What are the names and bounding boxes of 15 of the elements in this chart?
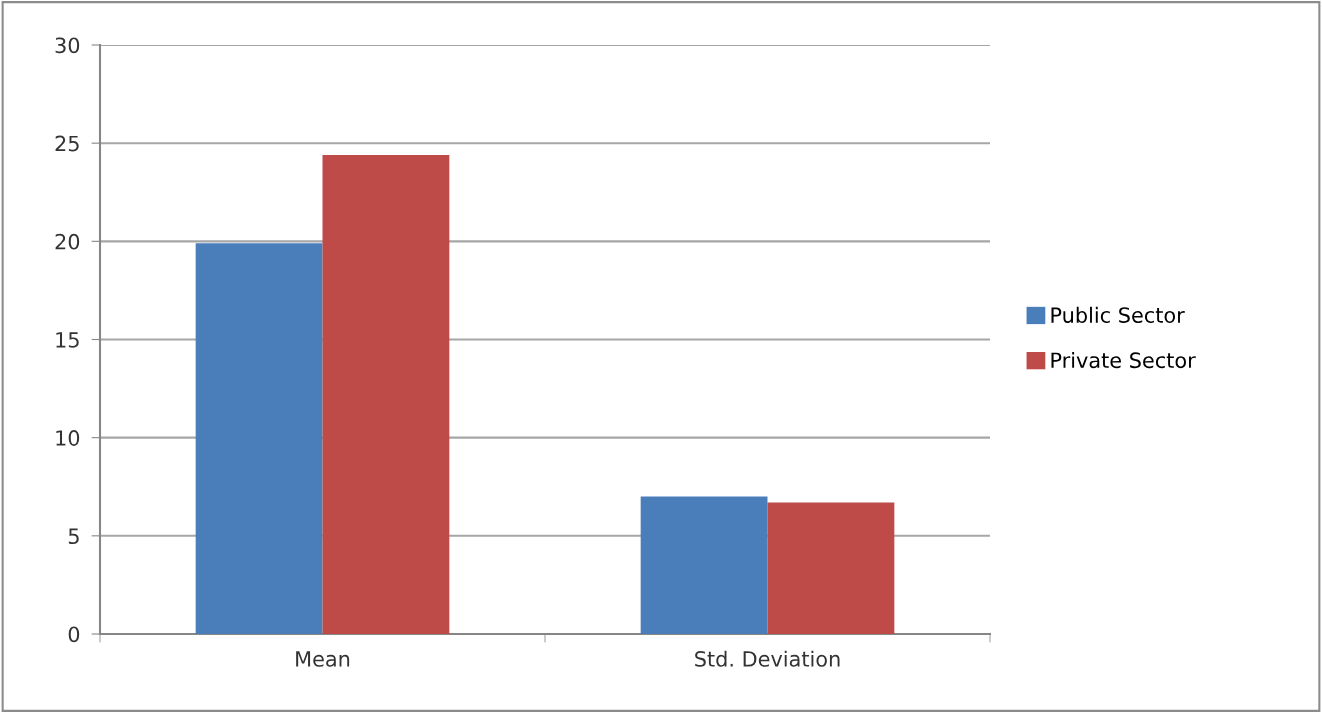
y-tick-label: 15 xyxy=(56,332,79,348)
bar xyxy=(195,243,323,634)
x-tick-label: Std. Deviation xyxy=(695,650,840,667)
x-tick-label: Mean xyxy=(296,651,350,667)
y-tick-label: 20 xyxy=(55,233,80,250)
bar xyxy=(767,502,895,634)
y-tick-label: 10 xyxy=(56,430,80,446)
y-tick-label: 5 xyxy=(68,528,79,545)
bar xyxy=(640,496,768,634)
legend-label: Private Sector xyxy=(1051,352,1196,369)
bar xyxy=(322,154,450,634)
y-tick-label: 25 xyxy=(55,135,79,152)
y-tick-label: 0 xyxy=(68,626,80,643)
legend-label: Public Sector xyxy=(1051,306,1185,323)
y-tick-label: 30 xyxy=(55,37,80,54)
